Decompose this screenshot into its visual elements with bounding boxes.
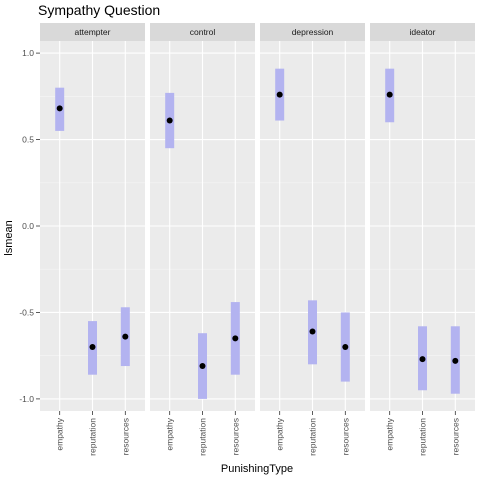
facet-panel-depression: depression empathy reputation resources — [260, 23, 365, 456]
facet-strip-label: control — [190, 27, 216, 37]
y-tick-label: -1.0 — [19, 394, 34, 404]
x-tick-label: empathy — [55, 417, 65, 450]
lsmean-point — [199, 363, 206, 370]
x-tick-label: reputation — [198, 418, 208, 456]
x-tick-label: empathy — [275, 417, 285, 450]
lsmean-point — [276, 91, 283, 98]
facet-strip — [260, 23, 365, 41]
facet-panel-control: control empathy reputation resources — [150, 23, 255, 456]
y-axis: 1.0 0.5 0.0 -0.5 -1.0 — [19, 48, 40, 404]
x-tick-label: empathy — [385, 417, 395, 450]
y-tick-label: -0.5 — [19, 307, 34, 317]
x-tick-label: reputation — [88, 418, 98, 456]
y-tick-label: 1.0 — [22, 48, 34, 58]
lsmean-point — [309, 328, 316, 335]
y-tick-label: 0.5 — [22, 135, 34, 145]
y-tick-label: 0.0 — [22, 221, 34, 231]
lsmean-point — [166, 117, 173, 124]
x-tick-label: empathy — [165, 417, 175, 450]
lsmean-point — [342, 344, 349, 351]
chart-title: Sympathy Question — [38, 2, 160, 18]
lsmean-point — [452, 357, 459, 364]
facet-strip — [150, 23, 255, 41]
x-tick-label: resources — [450, 418, 460, 455]
x-tick-label: resources — [340, 418, 350, 455]
lsmean-point — [386, 91, 393, 98]
facet-strip-label: depression — [292, 27, 334, 37]
facet-panel-ideator: ideator empathy reputation resources — [370, 23, 475, 456]
y-axis-title: lsmean — [3, 220, 15, 255]
lsmean-point — [56, 105, 63, 112]
x-axis-title: PunishingType — [221, 463, 293, 475]
x-tick-label: resources — [120, 418, 130, 455]
facet-strip — [370, 23, 475, 41]
lsmean-point — [89, 344, 96, 351]
lsmean-point — [122, 333, 129, 340]
lsmean-point — [419, 356, 426, 363]
x-tick-label: reputation — [308, 418, 318, 456]
facet-strip-label: attempter — [75, 27, 111, 37]
x-tick-label: resources — [230, 418, 240, 455]
facet-strip-label: ideator — [410, 27, 436, 37]
facet-panel-attempter: attempter empathy reputation resources — [40, 23, 145, 456]
facet-strip — [40, 23, 145, 41]
lsmean-point — [232, 335, 239, 342]
x-tick-label: reputation — [418, 418, 428, 456]
